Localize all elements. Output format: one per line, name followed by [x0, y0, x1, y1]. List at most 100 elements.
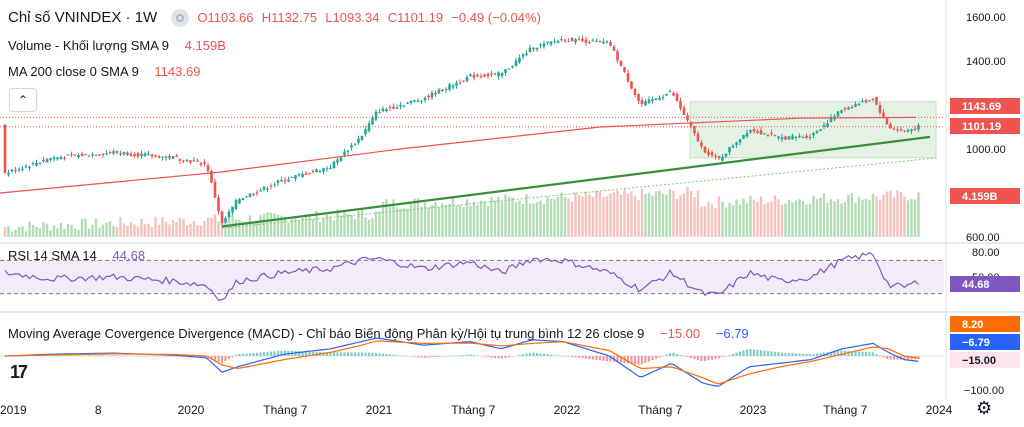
macd-histogram-bar	[220, 356, 224, 364]
candle-body	[325, 168, 329, 170]
macd-histogram-bar	[301, 351, 304, 356]
volume-bar	[619, 194, 623, 237]
rsi-label[interactable]: RSI 14 SMA 14	[8, 248, 97, 263]
volume-bar	[696, 190, 700, 237]
macd-histogram-bar	[115, 355, 119, 356]
candle-body	[171, 156, 175, 159]
macd-label-1-bg	[950, 316, 1020, 332]
volume-bar	[822, 193, 826, 237]
candle-body	[626, 73, 630, 82]
macd-histogram-bar	[717, 356, 721, 359]
gear-icon[interactable]: ⚙	[976, 398, 993, 418]
candle-body	[7, 172, 10, 175]
volume-bar	[189, 223, 192, 237]
macd-hist-value: −15.00	[660, 326, 701, 341]
macd-histogram-bar	[815, 353, 819, 356]
macd-histogram-bar	[724, 356, 728, 357]
candle-body	[294, 175, 297, 179]
candle-body	[315, 169, 318, 173]
candle-body	[703, 146, 707, 153]
candle-body	[3, 124, 7, 173]
macd-histogram-bar	[455, 355, 458, 357]
x-tick-label: Tháng 7	[451, 403, 495, 417]
candle-body	[504, 69, 507, 73]
macd-histogram-bar	[532, 352, 535, 356]
candle-body	[612, 46, 616, 51]
macd-histogram-bar	[633, 356, 637, 365]
volume-bar	[794, 200, 798, 237]
volume-bar	[84, 218, 87, 237]
macd-histogram-bar	[406, 356, 409, 357]
macd-histogram-bar	[392, 354, 395, 356]
candle-body	[598, 41, 602, 43]
volume-bar	[805, 204, 808, 237]
macd-histogram-bar	[763, 350, 766, 356]
volume-bar	[49, 230, 52, 237]
symbol-title[interactable]: Chỉ số VNINDEX · 1W	[8, 9, 158, 26]
candle-body	[161, 156, 164, 158]
volume-bar	[756, 201, 759, 237]
tradingview-logo[interactable]: 17	[10, 362, 28, 382]
volume-bar	[570, 201, 574, 237]
candle-body	[542, 43, 546, 47]
macd-histogram-bar	[483, 356, 486, 357]
candle-body	[238, 199, 241, 204]
macd-histogram-bar	[493, 356, 497, 359]
candle-body	[812, 133, 815, 136]
macd-histogram-bar	[238, 354, 241, 356]
candle-body	[819, 129, 822, 131]
candle-body	[784, 136, 787, 140]
candle-body	[549, 41, 553, 45]
candle-body	[455, 82, 458, 86]
volume-bar	[241, 221, 245, 237]
macd-histogram-bar	[651, 356, 654, 361]
price-tick-label: 600.00	[966, 232, 1000, 244]
volume-bar	[444, 204, 448, 237]
volume-bar	[364, 217, 367, 237]
candle-body	[661, 96, 665, 99]
volume-bar	[42, 222, 45, 237]
volume-bar	[56, 228, 59, 237]
macd-histogram-bar	[679, 355, 682, 356]
candle-body	[241, 198, 245, 201]
volume-label[interactable]: Volume - Khối lượng SMA 9	[8, 38, 170, 53]
candle-body	[871, 98, 875, 100]
volume-bar	[185, 224, 189, 237]
volume-bar	[402, 208, 406, 237]
volume-bar	[693, 197, 696, 237]
macd-histogram-bar	[805, 353, 808, 356]
candle-body	[630, 81, 633, 89]
ma-label[interactable]: MA 200 close 0 SMA 9	[8, 64, 139, 79]
volume-bar	[798, 199, 801, 237]
rsi-band	[0, 260, 944, 294]
x-tick-label: 8	[95, 403, 102, 417]
volume-bar	[525, 194, 528, 237]
candle-body	[721, 156, 724, 161]
macd-histogram-bar	[794, 353, 798, 356]
volume-bar	[917, 192, 920, 237]
volume-bar	[301, 217, 304, 237]
volume-bar	[294, 218, 297, 237]
candle-body	[259, 190, 262, 192]
collapse-legend-button[interactable]: ⌃	[9, 88, 37, 112]
macd-histogram-bar	[427, 356, 430, 358]
volume-bar	[553, 199, 556, 237]
macd-histogram-bar	[861, 351, 864, 356]
macd-label[interactable]: Moving Average Covergence Divergence (MA…	[8, 326, 645, 341]
candle-body	[647, 99, 651, 103]
volume-bar	[469, 205, 472, 237]
macd-histogram-bar	[682, 356, 686, 357]
candle-body	[714, 155, 717, 157]
volume-bar	[563, 197, 567, 237]
eye-icon[interactable]	[171, 9, 190, 28]
volume-bar	[94, 218, 98, 237]
close-price-label-bg	[950, 118, 1020, 134]
volume-bar	[532, 203, 535, 237]
candle-body	[773, 134, 777, 136]
macd-histogram-bar	[486, 356, 490, 358]
macd-histogram-bar	[434, 356, 437, 357]
volume-bar	[871, 193, 875, 237]
volume-bar	[889, 190, 892, 237]
candle-body	[126, 152, 129, 155]
